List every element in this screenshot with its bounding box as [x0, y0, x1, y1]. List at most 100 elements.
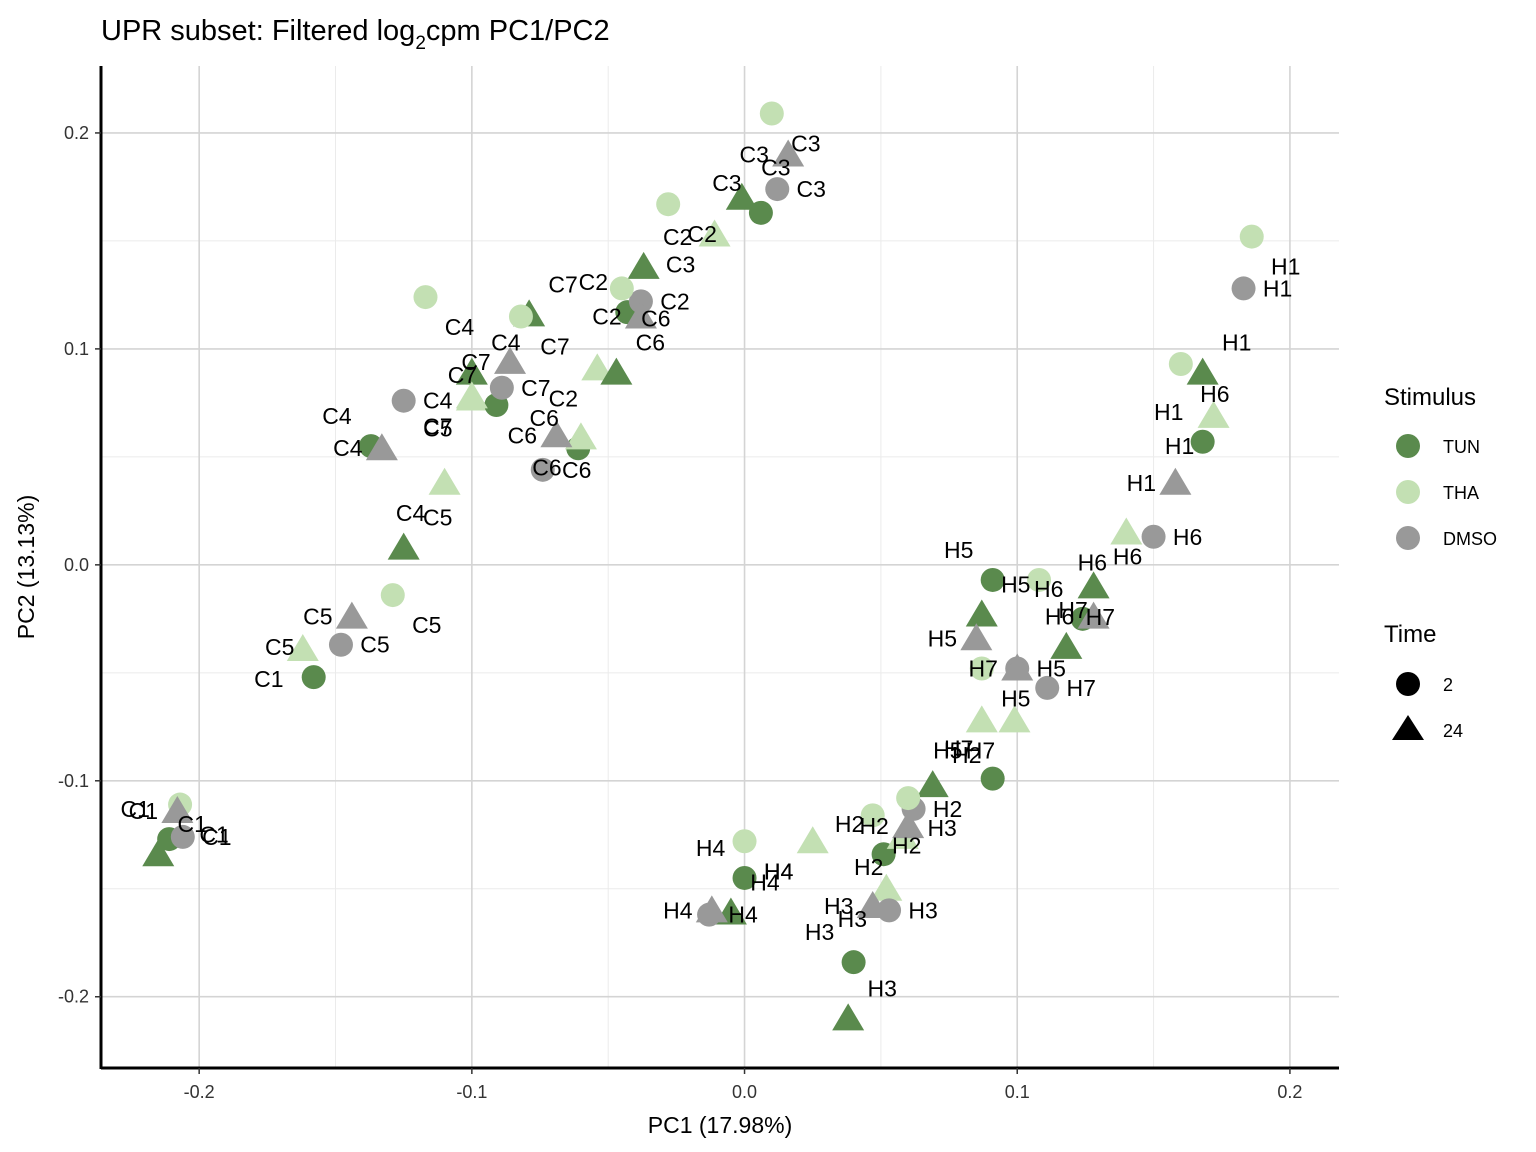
point-label: C3 [666, 251, 695, 277]
point-label: C4 [445, 314, 475, 340]
x-axis-title: PC1 (17.98%) [648, 1112, 792, 1138]
x-tick-label: -0.2 [184, 1082, 215, 1102]
point-label: H1 [1271, 254, 1300, 280]
point-c2-tha-2h [656, 192, 681, 217]
point-label: C7 [521, 375, 550, 401]
point-h5-tha-2h [969, 656, 994, 681]
point-label: C2 [592, 304, 621, 330]
point-h2-tha-2h [860, 803, 885, 828]
point-label: C1 [178, 811, 207, 837]
point-h6-dmso-2h [1141, 524, 1166, 549]
point-label: H4 [728, 902, 758, 928]
point-label: C5 [423, 505, 452, 531]
y-tick-label: 0.1 [64, 339, 89, 359]
point-h3-tha-24h [870, 873, 903, 901]
point-label: C2 [549, 385, 578, 411]
y-tick-label: -0.2 [58, 987, 89, 1007]
point-c3-tha-24h [698, 219, 731, 247]
point-label: C4 [491, 330, 521, 356]
point-label: C6 [532, 454, 561, 480]
point-label: H5 [1001, 572, 1030, 598]
point-label: C6 [562, 457, 591, 483]
y-axis-title: PC2 (13.13%) [13, 495, 39, 639]
legend-label-dmso: DMSO [1443, 529, 1497, 549]
point-label: H5 [933, 737, 962, 763]
point-label: H7 [1067, 675, 1096, 701]
point-label: C1 [202, 824, 231, 850]
point-c7-tha-24h [455, 381, 488, 409]
point-h7-dmso-24h [1001, 653, 1034, 681]
point-label: H5 [928, 625, 957, 651]
point-label: C7 [448, 362, 477, 388]
legend-key-time-24 [1392, 715, 1424, 740]
point-label: H4 [696, 835, 726, 861]
point-label: C5 [265, 634, 294, 660]
point-h1-dmso-24h [1159, 467, 1192, 495]
point-label: C3 [797, 176, 826, 202]
stimulus-legend: Stimulus TUN THA DMSO [1384, 384, 1497, 550]
point-h2-dmso-24h [892, 811, 925, 839]
x-tick-label: 0.1 [1005, 1082, 1030, 1102]
time-legend-title: Time [1384, 621, 1436, 648]
point-label: H5 [1001, 685, 1030, 711]
point-c5-dmso-24h [335, 601, 368, 629]
point-label: H5 [944, 537, 973, 563]
point-label: H7 [966, 737, 995, 763]
point-label: H4 [764, 858, 794, 884]
point-h5-tha-24h [965, 705, 998, 733]
y-tick-label: 0.0 [64, 555, 89, 575]
point-label: C3 [739, 142, 768, 168]
point-h4-tha-24h [796, 826, 829, 854]
point-c5-tun-24h [387, 532, 420, 560]
point-h7-tun-24h [1050, 631, 1083, 659]
major-gridlines [101, 66, 1339, 1068]
point-label: H2 [835, 811, 864, 837]
y-tick-label: 0.2 [64, 123, 89, 143]
legend-label-time-2: 2 [1443, 675, 1453, 695]
point-label: C5 [423, 416, 452, 442]
point-h4-tha-2h [732, 829, 757, 854]
point-label: C4 [322, 403, 352, 429]
point-label: H3 [824, 893, 853, 919]
point-label: C2 [663, 224, 692, 250]
point-h3-tun-2h [841, 950, 866, 975]
point-label: C2 [687, 221, 716, 247]
point-label: H6 [1113, 543, 1142, 569]
point-label: C7 [423, 413, 452, 439]
legend-key-dmso [1396, 526, 1420, 550]
point-c6-dmso-2h [530, 457, 555, 482]
point-label: C6 [508, 422, 537, 448]
point-label: C7 [461, 349, 490, 375]
point-label: C5 [360, 632, 389, 658]
point-label: H2 [952, 742, 981, 768]
point-h1-tha-24h [1197, 400, 1230, 428]
x-axis-ticks: -0.2 -0.1 0.0 0.1 0.2 [184, 1068, 1302, 1102]
point-label: C1 [199, 822, 228, 848]
point-c1-dmso-2h [170, 824, 195, 849]
point-label: H2 [892, 832, 921, 858]
legend-key-tun [1396, 434, 1420, 458]
y-axis-ticks: -0.2 -0.1 0.0 0.1 0.2 [58, 123, 101, 1007]
point-c3-dmso-2h [765, 177, 790, 202]
point-h6-tha-2h [1168, 352, 1193, 377]
point-label: H2 [854, 854, 883, 880]
point-c7-dmso-2h [489, 375, 514, 400]
point-h7-tha-24h [998, 705, 1031, 733]
point-c2-tun-24h [627, 251, 660, 279]
legend-label-tun: TUN [1443, 437, 1480, 457]
point-c7-tha-2h [508, 304, 533, 329]
chart-title: UPR subset: Filtered log2cpm PC1/PC2 [101, 15, 610, 54]
point-c2-dmso-24h [624, 301, 657, 329]
point-c2-dmso-2h [628, 289, 653, 314]
point-label: C3 [761, 155, 790, 181]
point-labels: C1C1C1C1C1C1C2C2C2C2C2C2C3C3C3C3C3C3C4C4… [120, 131, 1300, 1002]
point-label: H6 [1200, 381, 1229, 407]
point-c2-tha-24h [581, 353, 614, 381]
point-label: H6 [1045, 604, 1074, 630]
x-tick-label: 0.2 [1277, 1082, 1302, 1102]
point-label: H1 [1127, 470, 1156, 496]
point-label: C3 [791, 131, 820, 157]
point-label: C4 [396, 500, 426, 526]
point-c6-tha-2h [609, 276, 634, 301]
point-label: H2 [859, 813, 888, 839]
